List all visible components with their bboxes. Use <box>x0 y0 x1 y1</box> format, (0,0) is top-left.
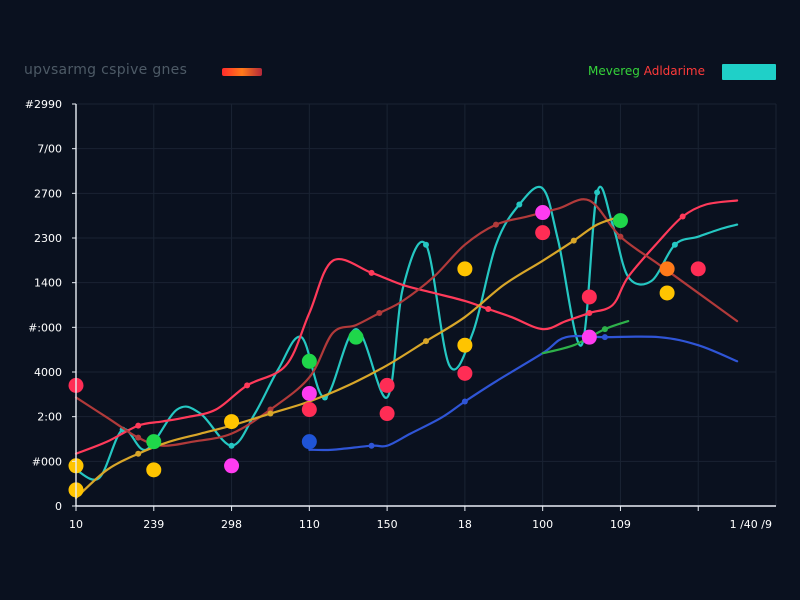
y-tick-label: 2300 <box>34 232 62 245</box>
series-line-5 <box>308 334 739 452</box>
series-point <box>601 326 608 333</box>
series-point <box>244 382 251 389</box>
series-point <box>423 338 429 345</box>
data-point-marker <box>301 402 317 418</box>
y-tick-label: #2990 <box>25 98 62 111</box>
series-layer <box>74 185 739 500</box>
x-tick-label: 239 <box>143 518 164 531</box>
y-tick-label: #000 <box>32 455 62 468</box>
data-point-marker <box>457 337 473 353</box>
grid-layer <box>76 103 777 506</box>
series-point <box>368 442 375 449</box>
series-line-3 <box>74 198 739 447</box>
y-tick-label: 1400 <box>34 277 62 290</box>
x-tick-label: 18 <box>458 518 472 531</box>
title-color-swatch <box>222 68 262 76</box>
legend-label-1: Mevereg <box>588 64 640 78</box>
data-point-marker <box>457 261 473 277</box>
x-tick-layer: 10 239 298 110 150 18 100 109 1 /40 /9 <box>69 506 772 531</box>
series-point <box>135 450 142 457</box>
series-point <box>586 310 593 317</box>
data-point-marker <box>301 353 317 369</box>
y-tick-label: 2700 <box>34 187 62 200</box>
data-point-marker <box>659 285 675 301</box>
data-point-marker <box>690 261 706 277</box>
series-point <box>594 189 601 196</box>
data-point-marker <box>379 377 395 393</box>
data-point-marker <box>146 434 162 450</box>
x-tick-label: 109 <box>610 518 631 531</box>
data-point-marker <box>348 329 364 345</box>
series-point <box>516 201 523 208</box>
data-point-marker <box>581 289 597 305</box>
data-point-marker <box>224 414 240 430</box>
series-point <box>228 442 235 449</box>
data-point-marker <box>535 225 551 241</box>
series-line-4 <box>74 215 622 500</box>
y-tick-layer: 0 #000 2:00 4000 #:000 1400 2300 2700 7/00 #2990 <box>25 98 76 513</box>
series-point <box>135 434 142 441</box>
data-point-marker <box>457 365 473 381</box>
series-line-2 <box>74 199 739 455</box>
series-point <box>423 241 429 248</box>
y-tick-label: #:000 <box>28 321 62 334</box>
series-point <box>376 310 383 317</box>
x-tick-label: 1 /40 /9 <box>730 518 772 531</box>
y-tick-label: 2:00 <box>37 411 62 424</box>
series-point <box>368 269 375 276</box>
x-tick-label: 100 <box>532 518 553 531</box>
series-point <box>493 221 499 228</box>
data-point-marker <box>379 406 395 422</box>
series-point <box>570 237 577 244</box>
series-point <box>671 241 678 248</box>
x-tick-label: 150 <box>377 518 398 531</box>
series-point <box>617 233 624 240</box>
x-tick-label: 298 <box>221 518 242 531</box>
data-point-marker <box>224 458 240 474</box>
axis-layer <box>75 104 776 507</box>
data-point-marker <box>146 462 162 478</box>
y-tick-label: 7/00 <box>37 143 62 156</box>
legend-label-2: Adldarime <box>643 64 705 78</box>
y-tick-label: 4000 <box>34 366 62 379</box>
series-point <box>679 213 686 220</box>
marker-layer <box>68 205 706 498</box>
data-point-marker <box>659 261 675 277</box>
series-point <box>135 422 142 429</box>
data-point-marker <box>581 329 597 345</box>
data-point-marker <box>535 205 551 221</box>
series-point <box>485 306 492 313</box>
series-point <box>601 334 608 341</box>
data-point-marker <box>612 213 628 229</box>
chart-legend: Mevereg Adldarime <box>588 64 705 78</box>
data-point-marker <box>301 434 317 450</box>
chart-title: upvsarmg cspive gnes <box>24 62 188 78</box>
x-tick-label: 10 <box>69 518 83 531</box>
legend-color-swatch <box>722 64 776 80</box>
series-point <box>267 410 274 417</box>
y-tick-label: 0 <box>55 500 62 513</box>
series-point <box>461 398 468 405</box>
data-point-marker <box>301 385 317 401</box>
x-tick-label: 110 <box>299 518 320 531</box>
series-line-1 <box>74 185 739 481</box>
